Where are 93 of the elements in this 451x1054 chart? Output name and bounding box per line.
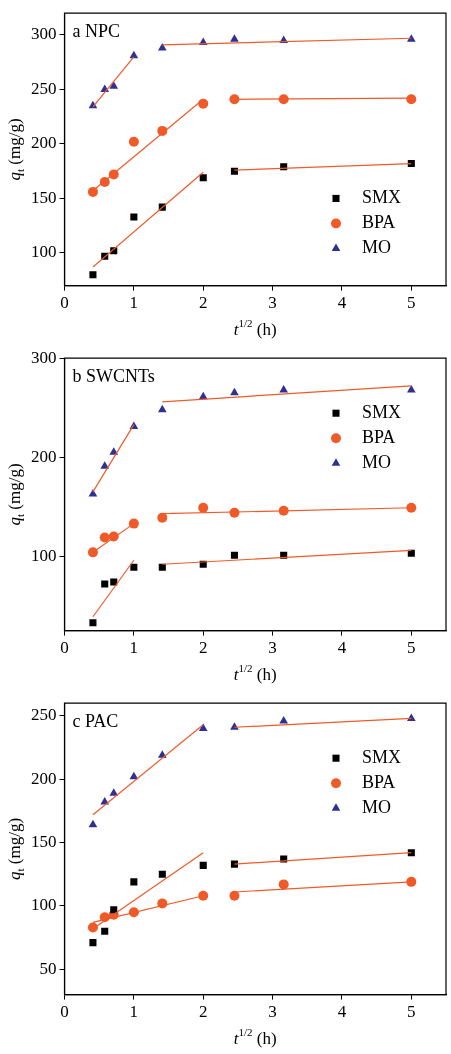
x-tick-label: 3 [268, 293, 277, 313]
point [406, 713, 416, 721]
point [130, 563, 138, 571]
point [88, 819, 98, 828]
x-tick-label: 4 [337, 638, 347, 658]
x-tick-label: 5 [407, 638, 416, 658]
x-tick-label: 0 [60, 638, 69, 658]
point [109, 447, 119, 455]
x-tick-label: 2 [198, 1002, 208, 1022]
point [109, 788, 119, 796]
y-tick-label: 200 [31, 133, 57, 153]
chart-title: c PAC [72, 710, 119, 731]
point [158, 870, 166, 878]
point [199, 174, 207, 182]
point [128, 136, 139, 147]
x-tick-label: 0 [60, 1002, 69, 1022]
point [407, 549, 415, 557]
point [406, 94, 417, 105]
point [230, 34, 239, 42]
point [230, 387, 239, 396]
y-axis-title: qt (mg/g) [5, 118, 26, 181]
legend-label: MO [362, 451, 392, 472]
point [406, 502, 417, 513]
point [89, 939, 97, 947]
legend-label: MO [362, 237, 392, 258]
x-tick-label: 5 [407, 1002, 416, 1022]
legend-label: MO [362, 796, 392, 817]
y-tick-label: 100 [31, 545, 57, 565]
point [198, 723, 208, 732]
x-tick-label: 1 [129, 638, 139, 658]
point [109, 81, 119, 89]
point [100, 461, 110, 469]
point [89, 271, 97, 279]
x-tick-label: 3 [268, 638, 277, 658]
x-tick-label: 3 [268, 1002, 277, 1022]
point [87, 547, 98, 558]
y-tick-label: 100 [31, 242, 57, 262]
point [129, 771, 139, 780]
x-tick-label: 5 [407, 293, 416, 313]
y-tick-label: 50 [39, 958, 57, 978]
point [157, 43, 167, 51]
point [101, 580, 109, 588]
point [406, 34, 416, 42]
point [406, 384, 416, 393]
legend-label: SMX [362, 401, 402, 422]
point [128, 518, 139, 529]
point [110, 906, 118, 914]
legend-label: SMX [362, 746, 402, 767]
point [99, 532, 110, 543]
y-tick-label: 200 [31, 768, 57, 788]
y-tick-label: 300 [31, 24, 57, 44]
y-tick-label: 250 [31, 78, 57, 98]
point [199, 861, 207, 869]
y-tick-label: 150 [31, 832, 57, 852]
text: a NPC [72, 20, 121, 41]
point [157, 404, 167, 413]
point [89, 619, 97, 627]
y-tick-label: 150 [31, 187, 57, 207]
point [101, 927, 109, 935]
x-tick-label: 0 [60, 293, 69, 313]
point [230, 551, 238, 559]
legend-label: BPA [362, 771, 396, 792]
point [198, 890, 209, 901]
legend-label: BPA [362, 426, 396, 447]
point [279, 384, 289, 393]
point [110, 578, 118, 586]
x-tick-label: 1 [129, 293, 139, 313]
y-tick-label: 300 [31, 347, 57, 367]
point [278, 879, 289, 890]
y-axis-title: qt (mg/g) [5, 817, 26, 880]
x-tick-label: 2 [198, 638, 208, 658]
y-axis-title: qt (mg/g) [5, 463, 26, 526]
point [229, 94, 240, 105]
point [279, 715, 289, 724]
x-tick-label: 4 [337, 1002, 347, 1022]
legend-label: BPA [362, 212, 396, 233]
chart-title: b SWCNTs [72, 365, 155, 386]
x-tick-label: 1 [129, 1002, 139, 1022]
point [157, 512, 168, 523]
point [407, 160, 415, 168]
x-tick-label: 4 [337, 293, 347, 313]
x-tick-label: 2 [198, 293, 208, 313]
point [87, 922, 98, 933]
point [229, 890, 240, 901]
y-tick-label: 200 [31, 446, 57, 466]
point [130, 878, 138, 886]
point [87, 186, 98, 197]
y-tick-label: 100 [31, 895, 57, 915]
point [198, 502, 209, 513]
y-tick-label: 250 [31, 705, 57, 725]
point [407, 849, 415, 857]
legend-label: SMX [362, 187, 402, 208]
point [130, 213, 138, 221]
